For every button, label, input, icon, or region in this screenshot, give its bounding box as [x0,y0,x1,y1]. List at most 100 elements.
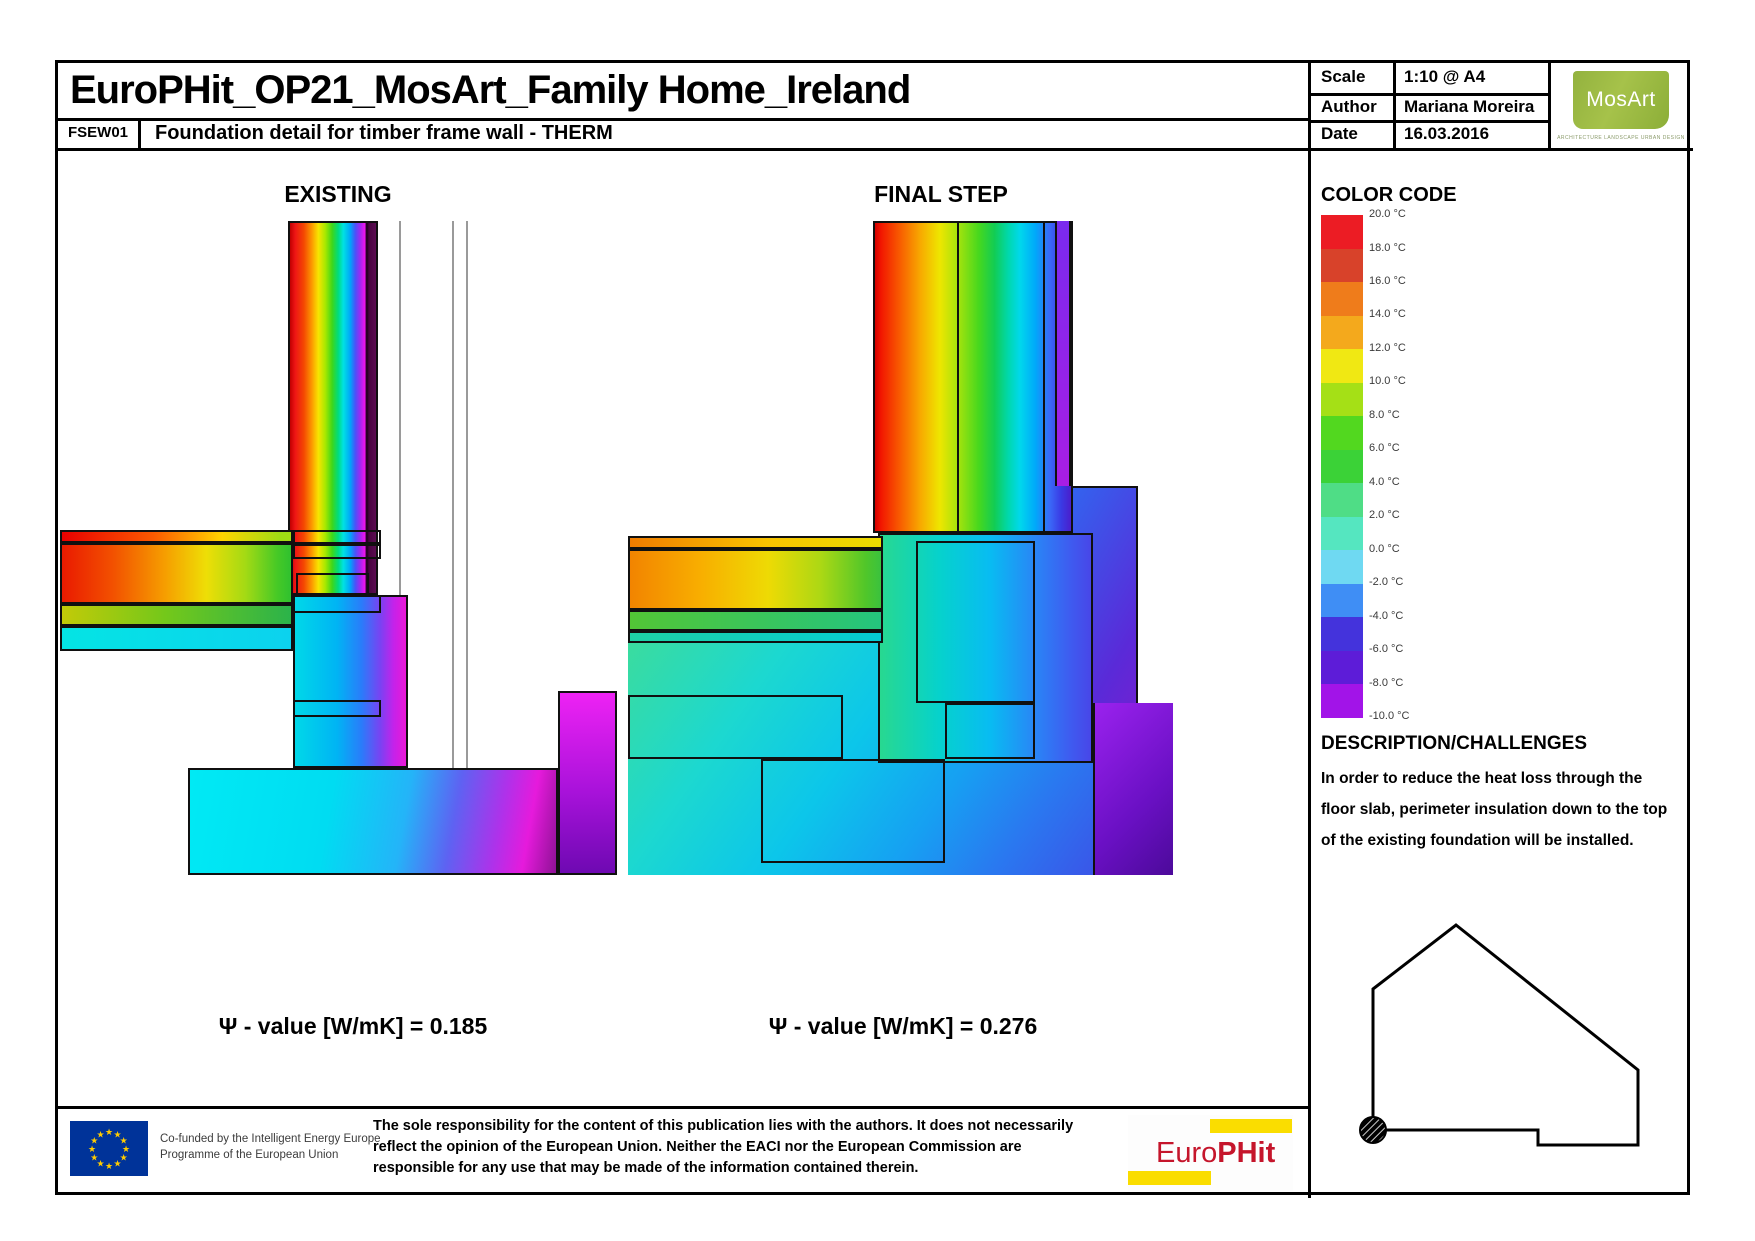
svg-text:★: ★ [90,1136,98,1146]
perimeter-insulation-outline [628,695,843,759]
scale-tick-label: 10.0 °C [1369,375,1406,387]
header-bottom-border [58,148,1693,151]
eu-flag-stars: ★ ★★ ★★★ ★★★ ★★★ [88,1127,130,1171]
final-floor-screed [628,536,883,549]
meta-column-divider [1393,63,1396,148]
author-label: Author [1321,97,1377,116]
disclaimer-line: The sole responsibility for the content … [373,1118,1074,1134]
color-scale-segment [1321,516,1363,551]
final-floor-hardcore [628,631,883,643]
author-value: Mariana Moreira [1404,97,1535,116]
scale-tick-label: 16.0 °C [1369,275,1406,287]
color-scale-segment [1321,583,1363,618]
mosart-logo-box: MosArt ARCHITECTURE LANDSCAPE URBAN DESI… [1551,63,1693,148]
europhit-yellow-bar-top [1210,1119,1292,1133]
final-floor-layer [628,610,883,631]
cladding-line [466,221,468,768]
color-scale-segment [1321,550,1363,584]
drawing-sheet: EuroPHit_OP21_MosArt_Family Home_Ireland… [55,60,1693,1198]
scale-tick-label: -2.0 °C [1369,576,1404,588]
perimeter-insulation-outline [916,541,1035,703]
europhit-yellow-bar-bottom [1128,1171,1211,1185]
scale-value: 1:10 @ A4 [1404,67,1486,86]
wall-layer-line [1043,223,1045,531]
scale-tick-label: 0.0 °C [1369,543,1400,555]
mosart-logo: MosArt [1573,71,1669,129]
color-scale-segment [1321,349,1363,383]
disclaimer-text: The sole responsibility for the content … [373,1116,1074,1179]
color-scale-segment [1321,449,1363,484]
svg-text:★: ★ [120,1136,128,1146]
svg-text:★: ★ [120,1153,128,1163]
code-cell-divider [138,118,141,148]
wall-layer-line [957,223,959,531]
description-line: of the existing foundation will be insta… [1321,832,1634,849]
color-scale-segment [1321,248,1363,283]
europhit-text-phit: PHit [1217,1137,1276,1169]
existing-exterior-ground [558,691,617,875]
color-scale-segment [1321,282,1363,316]
existing-floor-hardcore [60,626,293,651]
description-line: In order to reduce the heat loss through… [1321,770,1643,787]
svg-text:★: ★ [113,1129,121,1139]
final-cladding-strip [1055,221,1071,486]
existing-floor-screed [60,530,293,543]
final-psi-value: Ψ - value [W/mK] = 0.276 [768,1013,1038,1039]
meta-row-divider-1 [1308,93,1548,96]
existing-rising-wall [293,595,408,768]
construction-outline [293,595,381,613]
color-scale-segment [1321,315,1363,350]
drawing-code: FSEW01 [67,124,128,141]
disclaimer-line: reflect the opinion of the European Unio… [373,1139,1022,1155]
color-scale-segment [1321,382,1363,417]
house-outline [1371,923,1640,1147]
scale-label: Scale [1321,67,1366,86]
scale-tick-label: 20.0 °C [1369,208,1406,220]
svg-text:★: ★ [96,1159,104,1169]
drawing-title: Foundation detail for timber frame wall … [155,122,613,144]
europhit-text-euro: Euro [1156,1137,1218,1169]
color-scale-segment [1321,684,1363,718]
cladding-line [452,221,454,768]
color-scale-segment [1321,416,1363,450]
construction-outline [293,700,381,717]
construction-outline [296,573,369,595]
final-foundation-wall [878,533,1093,763]
scale-tick-label: 8.0 °C [1369,409,1400,421]
description-line: floor slab, perimeter insulation down to… [1321,801,1668,818]
svg-text:★: ★ [105,1127,113,1137]
date-value: 16.03.2016 [1404,124,1490,143]
scale-tick-label: 6.0 °C [1369,442,1400,454]
scale-tick-label: 4.0 °C [1369,476,1400,488]
existing-foundation-footing [188,768,558,875]
description-title: DESCRIPTION/CHALLENGES [1321,733,1588,754]
page-title: EuroPHit_OP21_MosArt_Family Home_Ireland [70,68,911,112]
mosart-logo-text: MosArt [1586,88,1656,111]
construction-outline [293,530,381,544]
scale-tick-label: 2.0 °C [1369,509,1400,521]
scale-tick-label: 14.0 °C [1369,308,1406,320]
svg-text:★: ★ [88,1144,96,1154]
scale-tick-label: 12.0 °C [1369,342,1406,354]
final-step-diagram-label: FINAL STEP [874,181,1008,207]
perimeter-insulation-outline [761,759,945,863]
meta-row-divider-2 [1308,120,1548,123]
color-scale-segment [1321,215,1363,249]
svg-text:★: ★ [96,1129,104,1139]
svg-text:★: ★ [113,1159,121,1169]
scale-tick-label: -4.0 °C [1369,610,1404,622]
existing-diagram-label: EXISTING [284,181,392,207]
scale-tick-label: -10.0 °C [1369,710,1410,722]
footer-top-border [58,1106,1308,1109]
existing-floor-layer [60,604,293,626]
color-scale-segment [1321,650,1363,685]
eu-flag: ★ ★ ★ ★ ★ ★ ★ ★ ★ ★ ★ ★ [70,1121,148,1176]
europhit-logo-text: EuroPHit [1156,1137,1275,1170]
existing-floor-slab [60,543,293,604]
cladding-line [399,221,401,768]
svg-text:★: ★ [122,1144,130,1154]
cofunded-text: Co-funded by the Intelligent Energy Euro… [160,1131,390,1163]
scale-tick-label: -8.0 °C [1369,677,1404,689]
final-wall [873,221,1073,533]
color-scale-segment [1321,483,1363,517]
